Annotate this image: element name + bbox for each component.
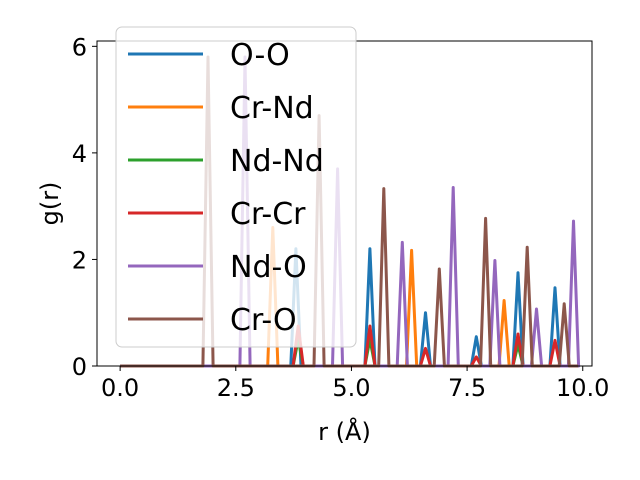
- legend: O-O Cr-Nd Nd-Nd Cr-Cr Nd-O Cr-O: [115, 26, 357, 348]
- x-tick-label: 0.0: [101, 374, 139, 402]
- x-tick-label: 2.5: [217, 374, 255, 402]
- y-tick-label: 4: [72, 140, 87, 168]
- legend-label: Cr-Nd: [230, 91, 314, 126]
- legend-label: O-O: [230, 38, 290, 73]
- y-axis-label: g(r): [36, 182, 64, 226]
- legend-label: Cr-O: [230, 303, 297, 338]
- y-tick-label: 2: [72, 246, 87, 274]
- x-tick-label: 10.0: [556, 374, 609, 402]
- axes-layer: 0.0 2.5 5.0 7.5 10.0 0 2 4 6: [72, 33, 610, 402]
- x-tick-label: 5.0: [332, 374, 370, 402]
- legend-label: Cr-Cr: [230, 197, 306, 232]
- y-tick-label: 0: [72, 353, 87, 381]
- legend-label: Nd-O: [230, 250, 307, 285]
- x-axis-label: r (Å): [318, 417, 371, 446]
- legend-box: [115, 26, 357, 348]
- y-tick-label: 6: [72, 33, 87, 61]
- x-tick-label: 7.5: [448, 374, 486, 402]
- legend-label: Nd-Nd: [230, 144, 324, 179]
